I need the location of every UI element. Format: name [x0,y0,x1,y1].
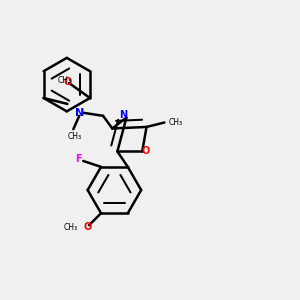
Text: CH₃: CH₃ [68,132,82,141]
Text: F: F [75,154,82,164]
Text: N: N [75,108,84,118]
Text: O: O [141,146,149,156]
Text: CH₃: CH₃ [63,223,77,232]
Text: O: O [83,222,92,232]
Text: O: O [64,76,72,87]
Text: N: N [119,110,128,120]
Text: CH₃: CH₃ [57,76,71,85]
Text: CH₃: CH₃ [169,118,183,127]
